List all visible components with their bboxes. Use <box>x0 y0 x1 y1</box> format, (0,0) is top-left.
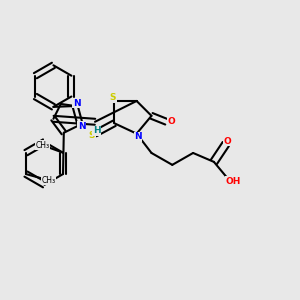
Text: OH: OH <box>226 177 241 186</box>
Text: CH₃: CH₃ <box>35 141 49 150</box>
Text: N: N <box>78 122 86 131</box>
Text: H: H <box>93 126 100 135</box>
Text: S: S <box>110 94 116 103</box>
Text: N: N <box>134 132 142 141</box>
Text: N: N <box>73 98 80 107</box>
Text: O: O <box>224 136 231 146</box>
Text: O: O <box>168 117 176 126</box>
Text: CH₃: CH₃ <box>41 176 55 184</box>
Text: S: S <box>89 130 95 140</box>
